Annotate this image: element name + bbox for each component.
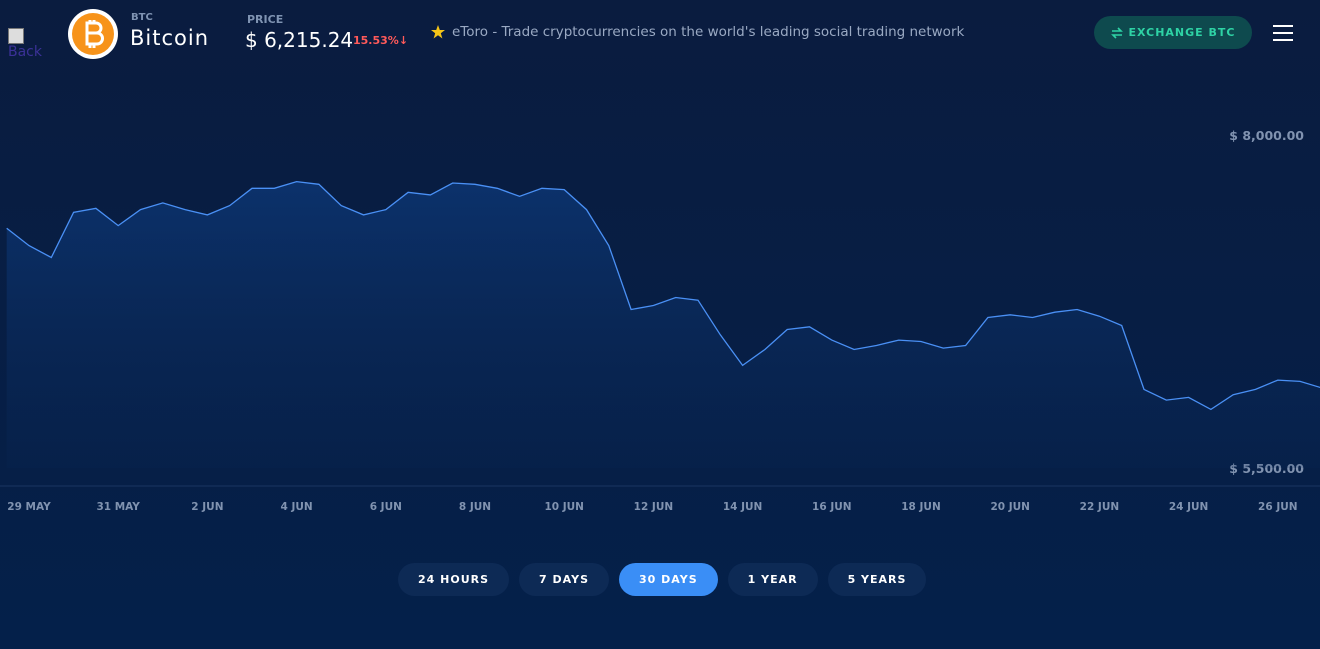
price-line xyxy=(6,180,1320,411)
x-tick-label: 12 JUN xyxy=(634,501,674,513)
area xyxy=(6,181,1320,468)
back-alt: Back xyxy=(8,44,42,60)
broken-image-icon xyxy=(8,28,24,44)
x-tick-label: 26 JUN xyxy=(1258,501,1298,513)
promo-link[interactable]: eToro - Trade cryptocurrencies on the wo… xyxy=(452,24,965,40)
x-tick-label: 6 JUN xyxy=(370,501,402,513)
star-icon xyxy=(431,25,445,39)
x-tick-label: 24 JUN xyxy=(1169,501,1209,513)
x-tick-label: 20 JUN xyxy=(990,501,1030,513)
price-change: 15.53%↓ xyxy=(353,34,409,47)
x-tick-label: 16 JUN xyxy=(812,501,852,513)
price: $ 6,215.24 xyxy=(245,28,354,52)
x-tick-label: 8 JUN xyxy=(459,501,491,513)
x-tick-label: 18 JUN xyxy=(901,501,941,513)
back-image[interactable]: Back xyxy=(8,28,42,60)
coin-logo xyxy=(68,9,118,59)
x-tick-label: 10 JUN xyxy=(544,501,584,513)
x-tick-label: 22 JUN xyxy=(1080,501,1120,513)
symbol: BTC xyxy=(131,12,153,23)
x-tick-label: 4 JUN xyxy=(281,501,313,513)
range-button[interactable]: 5 YEARS xyxy=(827,563,927,596)
range-button[interactable]: 1 YEAR xyxy=(727,563,818,596)
exchange-icon xyxy=(1110,26,1123,39)
range-buttons: 24 HOURS 7 DAYS 30 DAYS 1 YEAR 5 YEARS xyxy=(398,563,927,596)
x-tick-label: 31 MAY xyxy=(96,501,140,513)
menu-button[interactable] xyxy=(1272,24,1294,42)
range-button[interactable]: 24 HOURS xyxy=(398,563,510,596)
exchange-button[interactable]: EXCHANGE BTC xyxy=(1094,16,1252,49)
x-tick-label: 14 JUN xyxy=(723,501,763,513)
x-tick-label: 2 JUN xyxy=(191,501,223,513)
range-button[interactable]: 7 DAYS xyxy=(519,563,609,596)
coin-name: Bitcoin xyxy=(130,26,210,50)
price-label: PRICE xyxy=(247,13,284,26)
exchange-label: EXCHANGE BTC xyxy=(1128,26,1236,39)
x-tick-label: 29 MAY xyxy=(7,501,51,513)
y-tick-label: $ 8,000.00 xyxy=(1229,128,1304,143)
range-button[interactable]: 30 DAYS xyxy=(619,563,718,596)
